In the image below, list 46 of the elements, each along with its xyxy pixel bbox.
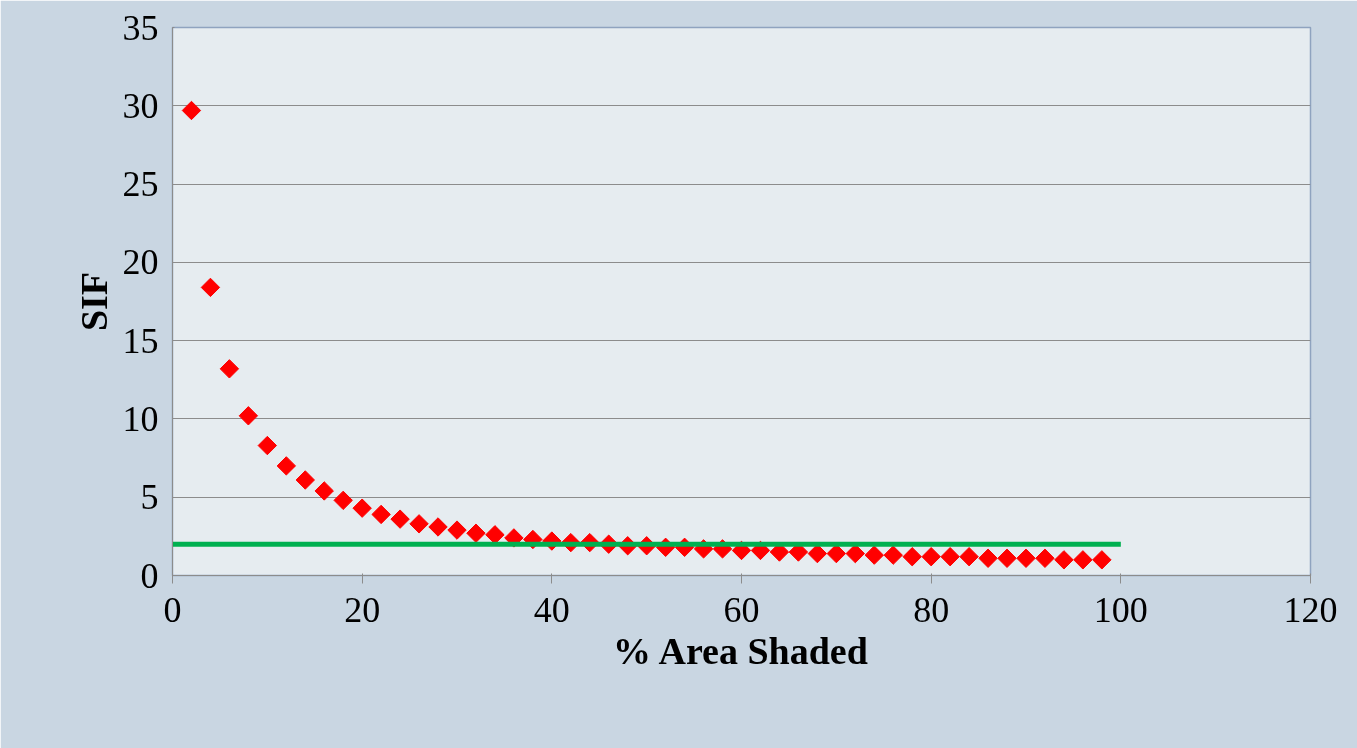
point bbox=[428, 517, 448, 537]
point bbox=[314, 481, 334, 501]
x-tick-label: 40 bbox=[533, 589, 570, 630]
y-tick-label: 30 bbox=[122, 85, 159, 126]
point bbox=[352, 498, 372, 518]
y-tick-label: 15 bbox=[122, 320, 159, 361]
point bbox=[1054, 550, 1074, 570]
point bbox=[485, 525, 505, 545]
point bbox=[390, 509, 410, 529]
point bbox=[1016, 548, 1036, 568]
x-axis-title: % Area Shaded bbox=[613, 629, 868, 672]
x-tick-label: 20 bbox=[344, 589, 381, 630]
x-tick-label: 80 bbox=[913, 589, 950, 630]
point bbox=[276, 456, 296, 476]
point bbox=[295, 470, 315, 490]
point bbox=[940, 547, 960, 567]
point bbox=[409, 514, 429, 534]
y-tick-label: 20 bbox=[122, 242, 159, 283]
y-tick-label: 5 bbox=[140, 477, 159, 518]
y-tick-label: 25 bbox=[122, 164, 159, 205]
y-axis-title: SIF bbox=[72, 271, 115, 332]
point bbox=[1035, 548, 1055, 568]
point bbox=[978, 548, 998, 568]
point bbox=[466, 523, 486, 543]
point bbox=[333, 490, 353, 511]
point bbox=[902, 547, 922, 567]
point bbox=[181, 100, 202, 121]
y-tick-label: 35 bbox=[122, 7, 159, 48]
point bbox=[447, 520, 467, 540]
point bbox=[959, 547, 979, 567]
x-tick-label: 120 bbox=[1283, 589, 1338, 630]
y-tick-label: 10 bbox=[122, 398, 159, 439]
point bbox=[200, 277, 221, 298]
point bbox=[921, 547, 941, 567]
point bbox=[371, 504, 391, 525]
x-tick-label: 100 bbox=[1093, 589, 1148, 630]
point bbox=[238, 406, 259, 426]
point bbox=[1092, 550, 1112, 570]
point bbox=[1073, 550, 1093, 570]
point bbox=[864, 545, 884, 565]
point bbox=[997, 548, 1017, 568]
point bbox=[883, 545, 903, 565]
x-tick-label: 60 bbox=[723, 589, 760, 630]
point bbox=[257, 435, 278, 456]
point bbox=[219, 359, 240, 379]
y-tick-label: 0 bbox=[140, 555, 159, 596]
